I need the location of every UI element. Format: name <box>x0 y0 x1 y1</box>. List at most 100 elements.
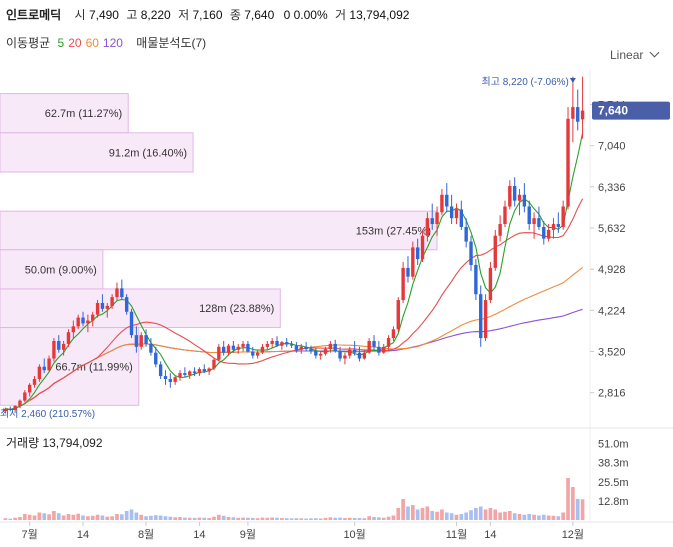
candle-body <box>391 329 396 339</box>
candle-body <box>168 378 173 382</box>
volume-bar <box>571 487 575 520</box>
candle-body <box>280 342 284 346</box>
candle <box>120 279 124 301</box>
volume-bar <box>430 511 435 520</box>
candle <box>522 183 527 213</box>
candle-body <box>120 288 124 298</box>
ma-60-toggle[interactable]: 60 <box>85 36 99 50</box>
candle <box>479 285 483 347</box>
volume-bar <box>86 516 90 520</box>
candle <box>265 340 270 350</box>
candle <box>362 349 367 360</box>
volume-bar <box>488 508 493 520</box>
candle <box>134 326 139 353</box>
candle-body <box>328 343 333 350</box>
candle <box>469 235 473 271</box>
volume-bar <box>435 511 439 520</box>
candle-body <box>396 300 400 330</box>
candle-body <box>435 212 439 225</box>
volume-bar <box>377 517 381 520</box>
candle-body <box>420 235 425 260</box>
candle <box>551 218 556 239</box>
volume-bar <box>537 515 541 520</box>
volume-bar <box>440 509 444 520</box>
volume-bar <box>260 517 265 520</box>
candle <box>202 364 206 374</box>
candle <box>493 229 497 271</box>
ma-120-toggle[interactable]: 120 <box>102 36 123 50</box>
candle-body <box>493 235 497 268</box>
candle <box>285 338 289 347</box>
volume-bar <box>478 506 483 520</box>
volume-bar <box>3 518 8 520</box>
volume-bar <box>231 517 236 520</box>
candle-body <box>52 340 56 359</box>
candle-body <box>551 224 556 230</box>
volume-bar <box>352 517 357 520</box>
volume-bar <box>367 516 372 520</box>
candle <box>435 206 439 236</box>
volume-bar <box>304 518 308 520</box>
candle <box>212 358 216 371</box>
candle <box>280 340 284 350</box>
ma-20-toggle[interactable]: 20 <box>68 36 82 50</box>
volume-bar <box>178 517 182 520</box>
volume-bar <box>139 514 144 520</box>
volume-bar <box>197 517 202 520</box>
volume-profile-label-3: 50.0m (9.00%) <box>25 264 97 276</box>
candle <box>149 338 153 356</box>
volume-bar <box>454 514 459 520</box>
volume-bar <box>134 512 139 520</box>
candle-body <box>188 371 192 375</box>
ma-5-toggle[interactable]: 5 <box>57 36 65 50</box>
volume-bar <box>343 518 347 520</box>
candle-body <box>377 346 381 353</box>
candle-body <box>352 349 357 353</box>
volume-bar <box>459 514 464 520</box>
candle-body <box>289 344 294 346</box>
candle <box>270 338 274 348</box>
price-tick-label: 7,040 <box>598 141 626 153</box>
candle-body <box>299 346 303 350</box>
candle-body <box>367 340 371 353</box>
volume-bar <box>27 514 32 520</box>
candle-body <box>42 366 46 371</box>
volume-panel-label: 거래량 13,794,092 <box>6 436 103 450</box>
open-value: 7,490 <box>88 8 119 22</box>
volume-bar <box>207 518 211 520</box>
volume-bar <box>81 515 85 520</box>
candle-body <box>576 107 580 122</box>
time-tick-label: 9월 <box>240 528 256 541</box>
candle <box>18 399 22 409</box>
volume-profile-toggle[interactable]: 매물분석도(7) <box>136 36 207 50</box>
volume-bar <box>420 508 425 520</box>
volume-bar <box>517 514 522 520</box>
candle <box>23 390 27 403</box>
last-price-tag <box>592 101 670 120</box>
candle <box>129 308 134 339</box>
candle <box>8 406 12 412</box>
volume-bar <box>357 518 362 520</box>
candle <box>401 262 405 303</box>
candle <box>81 311 85 327</box>
volume-bar <box>22 514 27 520</box>
close-value: 7,640 <box>244 8 275 22</box>
candle <box>61 340 66 356</box>
volume-bar <box>183 517 187 520</box>
volume-bar <box>90 515 95 520</box>
candle <box>415 238 420 265</box>
candle <box>483 294 488 341</box>
volume-bar <box>527 514 532 520</box>
volume-bar <box>37 512 42 520</box>
candle-body <box>469 241 473 265</box>
candle-body <box>401 267 405 301</box>
candle <box>246 340 250 353</box>
volume-bar <box>556 516 561 520</box>
scale-selector[interactable]: Linear <box>610 47 660 62</box>
candle-body <box>580 110 585 120</box>
price-tick-label: 4,224 <box>598 305 626 317</box>
volume-bar <box>129 509 134 520</box>
candle-body <box>527 206 531 225</box>
candle-body <box>440 194 444 213</box>
